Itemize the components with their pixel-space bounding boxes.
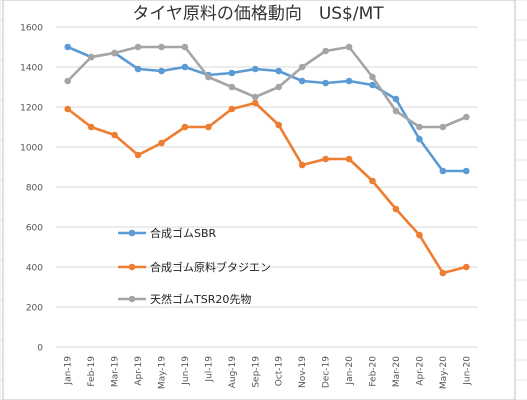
y-tick-label: 1400 (20, 64, 43, 74)
data-point (345, 43, 353, 51)
data-point (228, 69, 236, 77)
data-point (369, 177, 376, 185)
gridlines (56, 26, 478, 348)
data-point (158, 139, 165, 147)
data-point (158, 67, 165, 75)
data-point (392, 107, 400, 115)
data-point (275, 83, 283, 91)
x-tick-label: Feb-19 (87, 356, 97, 387)
data-point (322, 47, 329, 55)
data-point (369, 81, 376, 89)
data-point (251, 93, 259, 101)
data-point (87, 53, 95, 61)
data-point (228, 83, 236, 91)
data-point (439, 123, 447, 131)
x-tick-label: Sep-19 (251, 356, 261, 388)
chart-area[interactable] (2, 0, 516, 400)
data-point (275, 67, 283, 75)
legend-item: 合成ゴム原料ブタジエン (118, 260, 271, 274)
legend-marker (128, 263, 136, 271)
data-point (111, 131, 118, 139)
data-point (322, 155, 329, 163)
series-line (66, 101, 467, 275)
data-point (416, 135, 423, 143)
x-tick-label: Jun-20 (462, 356, 472, 386)
x-tick-label: May-20 (439, 356, 449, 389)
y-tick-label: 0 (37, 344, 43, 354)
x-tick-label: Aug-19 (228, 356, 238, 389)
data-point (181, 63, 189, 71)
legend-label: 合成ゴム原料ブタジエン (150, 260, 271, 274)
data-point (345, 155, 353, 163)
data-point (298, 161, 306, 169)
x-tick-label: Apr-19 (134, 356, 144, 386)
data-point (251, 65, 259, 73)
y-tick-label: 800 (26, 184, 43, 194)
data-point (345, 77, 353, 85)
data-point (134, 151, 142, 159)
legend-item: 天然ゴムTSR20先物 (118, 292, 251, 306)
legend-marker (128, 295, 136, 303)
x-tick-label: Mar-19 (111, 356, 121, 387)
data-point (416, 231, 423, 239)
data-point (462, 263, 470, 271)
x-tick-label: Mar-20 (392, 356, 402, 387)
data-point (158, 43, 165, 51)
legend-label: 合成ゴムSBR (150, 226, 217, 240)
data-point (462, 113, 470, 121)
data-point (134, 43, 142, 51)
y-tick-label: 600 (26, 224, 43, 234)
data-point (64, 105, 72, 113)
y-tick-label: 1000 (20, 144, 43, 154)
x-tick-label: Jan-19 (64, 356, 74, 386)
x-tick-label: Nov-19 (298, 356, 308, 388)
series-2 (64, 99, 470, 277)
data-point (134, 65, 142, 73)
legend-item: 合成ゴムSBR (118, 226, 217, 240)
x-tick-label: May-19 (158, 356, 168, 389)
series-line (66, 45, 467, 129)
x-tick-label: Dec-19 (322, 356, 332, 388)
data-point (392, 205, 400, 213)
data-point (181, 43, 189, 51)
legend-label: 天然ゴムTSR20先物 (150, 292, 251, 306)
data-point (275, 121, 283, 129)
x-tick-label: Oct-19 (275, 356, 285, 387)
x-tick-label: Apr-20 (415, 356, 425, 386)
data-point (87, 123, 95, 131)
y-tick-label: 1200 (20, 104, 43, 114)
series-line (67, 45, 467, 173)
x-tick-label: Jan-20 (345, 356, 355, 386)
x-tick-label: Jul-19 (204, 356, 214, 383)
data-point (439, 167, 447, 175)
data-point (205, 73, 212, 81)
y-tick-label: 400 (26, 264, 43, 274)
data-point (392, 95, 400, 103)
data-point (64, 43, 72, 51)
data-point (416, 123, 423, 131)
data-point (322, 79, 329, 87)
legend-marker (128, 229, 136, 237)
data-point (181, 123, 189, 131)
y-tick-label: 1600 (20, 24, 43, 34)
series-3 (64, 43, 470, 131)
data-point (462, 167, 470, 175)
data-point (205, 123, 212, 131)
data-point (298, 77, 306, 85)
data-point (439, 269, 447, 277)
y-tick-label: 200 (26, 304, 43, 314)
x-tick-label: Feb-20 (369, 356, 379, 387)
data-point (298, 63, 306, 71)
data-point (111, 49, 118, 57)
data-point (369, 73, 376, 81)
data-point (251, 99, 259, 107)
chart-title: タイヤ原料の価格動向 US$/MT (132, 4, 384, 24)
data-point (228, 105, 236, 113)
data-point (64, 77, 72, 85)
x-tick-label: Jun-19 (181, 356, 191, 386)
